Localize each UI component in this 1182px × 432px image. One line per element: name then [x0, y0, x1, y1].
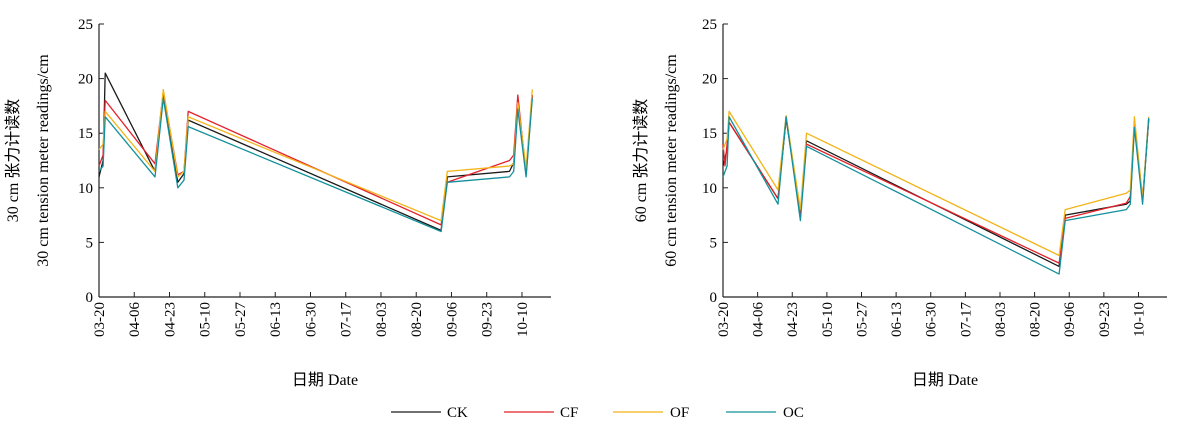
y-tick-label: 15 — [702, 126, 717, 142]
x-tick-label: 05-27 — [233, 302, 249, 337]
y-tick-label: 15 — [78, 126, 93, 142]
legend-label-cf: CF — [560, 405, 578, 421]
y-axis-title-line-2: 30 cm tension meter readings/cm — [35, 54, 52, 267]
legend-label-oc: OC — [783, 405, 804, 421]
x-tick-label: 05-10 — [198, 302, 214, 337]
x-tick-label: 08-20 — [409, 302, 425, 337]
x-tick-label: 04-23 — [785, 302, 801, 337]
x-tick-label: 04-06 — [751, 302, 767, 337]
x-tick-label: 06-30 — [924, 302, 940, 337]
legend-label-ck: CK — [447, 405, 468, 421]
x-tick-label: 09-23 — [480, 302, 496, 337]
chart-panel-1: 0 5 10 15 20 25 03-20 04-06 04-23 05-10 05-27 06-13… — [4, 17, 551, 389]
y-tick-label: 20 — [78, 72, 93, 88]
series-line-of — [98, 88, 533, 222]
y-axis-title-line-1: 60 cm 张力计读数 — [632, 99, 650, 223]
y-tick-label: 5 — [86, 235, 94, 251]
y-axis-title-line-1: 30 cm 张力计读数 — [4, 99, 22, 223]
y-tick-label: 5 — [710, 235, 718, 251]
series-line-ck — [722, 118, 1150, 268]
x-tick-label: 10-10 — [515, 302, 531, 337]
x-tick-label: 03-20 — [716, 302, 732, 337]
x-axis-title: 日期 Date — [292, 371, 358, 389]
x-axis-title: 日期 Date — [912, 371, 978, 389]
x-tick-label: 10-10 — [1131, 302, 1147, 337]
x-tick-label: 03-20 — [92, 302, 108, 337]
x-tick-label: 07-17 — [958, 302, 974, 337]
x-tick-label: 06-13 — [889, 302, 905, 337]
chart-panel-2: 0 5 10 15 20 25 03-20 04-06 04-23 05-10 05-27 06-13… — [632, 17, 1167, 389]
series-line-oc — [722, 116, 1150, 275]
y-tick-label: 10 — [702, 181, 717, 197]
x-tick-label: 05-10 — [820, 302, 836, 337]
series-line-cf — [98, 91, 533, 226]
x-tick-label: 08-03 — [374, 302, 390, 337]
x-tick-label: 08-20 — [1028, 302, 1044, 337]
x-tick-label: 08-03 — [993, 302, 1009, 337]
y-tick-label: 25 — [78, 17, 93, 33]
y-tick-label: 0 — [710, 290, 718, 306]
series-line-of — [722, 110, 1150, 257]
y-tick-label: 20 — [702, 72, 717, 88]
series-line-cf — [722, 116, 1150, 264]
x-tick-label: 09-06 — [444, 302, 460, 337]
y-axis-title-line-2: 60 cm tension meter readings/cm — [663, 54, 680, 267]
y-tick-label: 25 — [702, 17, 717, 33]
y-tick-label: 0 — [86, 290, 94, 306]
x-tick-label: 04-23 — [162, 302, 178, 337]
x-tick-label: 09-06 — [1062, 302, 1078, 337]
legend: CK CF OF OC — [391, 405, 804, 421]
series-line-oc — [98, 97, 533, 233]
x-tick-label: 06-30 — [303, 302, 319, 337]
x-tick-label: 07-17 — [339, 302, 355, 337]
y-tick-label: 10 — [78, 181, 93, 197]
x-tick-label: 05-27 — [854, 302, 870, 337]
x-tick-label: 04-06 — [127, 302, 143, 337]
x-tick-label: 06-13 — [268, 302, 284, 337]
x-tick-label: 09-23 — [1097, 302, 1113, 337]
legend-label-of: OF — [670, 405, 689, 421]
